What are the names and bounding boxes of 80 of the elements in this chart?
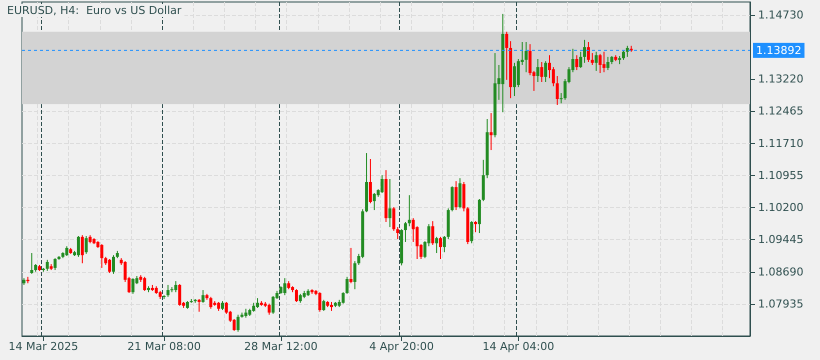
candlestick	[166, 284, 170, 298]
candlestick	[512, 62, 516, 97]
y-tick-label: 1.11710	[758, 136, 804, 150]
candlestick	[80, 234, 84, 264]
candlestick	[372, 192, 376, 211]
y-tick-label: 1.09445	[758, 233, 804, 246]
candlestick	[108, 258, 112, 274]
candlestick	[505, 31, 508, 80]
x-tick-label: 28 Mar 12:00	[244, 340, 318, 353]
candlestick	[209, 296, 212, 310]
candlestick	[349, 247, 352, 284]
candlestick	[602, 51, 606, 73]
candlestick	[586, 41, 590, 62]
candlestick	[268, 303, 271, 316]
candlestick	[528, 44, 532, 76]
y-tick-label: 1.10200	[758, 201, 804, 214]
candlestick	[256, 298, 260, 308]
candlestick	[560, 92, 563, 104]
candlestick	[626, 45, 629, 58]
candlestick	[65, 246, 68, 257]
candlestick	[112, 254, 115, 274]
candlestick	[575, 54, 578, 71]
candlestick	[470, 220, 474, 244]
candlestick	[606, 56, 610, 71]
candlestick	[516, 58, 520, 88]
candlestick	[380, 174, 384, 194]
candlestick	[556, 76, 559, 106]
candlestick	[594, 51, 598, 72]
ref-line-label: 1.13892	[756, 44, 802, 57]
candlestick	[579, 51, 582, 68]
candlestick	[46, 259, 49, 272]
x-tick-label: 4 Apr 20:00	[369, 340, 434, 353]
y-tick-label: 1.08690	[758, 265, 804, 278]
y-tick-label: 1.13220	[758, 72, 804, 86]
candlestick	[346, 276, 349, 294]
x-tick-label: 14 Mar 2025	[8, 340, 78, 353]
x-tick-label: 21 Mar 08:00	[127, 340, 201, 353]
y-tick-label: 1.10955	[758, 168, 804, 182]
candlestick	[131, 278, 134, 294]
candlestick	[458, 178, 462, 209]
x-tick-label: 14 Apr 04:00	[482, 340, 554, 353]
candlestick	[583, 39, 586, 64]
y-tick-label: 1.14730	[758, 8, 804, 22]
candlestick	[388, 178, 392, 228]
candlestick	[178, 284, 182, 306]
candlestick	[100, 244, 104, 268]
y-tick-label: 1.12465	[758, 104, 804, 118]
candlestick	[294, 288, 298, 302]
candlestick	[342, 292, 345, 304]
candlestick	[76, 236, 80, 258]
candlestick	[322, 299, 326, 312]
candlestick	[272, 296, 275, 314]
candlestick	[544, 60, 548, 82]
candlestick	[598, 53, 602, 74]
candlestick	[442, 236, 446, 253]
candlestick	[536, 58, 540, 82]
candlestick	[84, 236, 88, 254]
candlestick	[368, 158, 372, 204]
candlestick	[54, 258, 57, 271]
candlestick	[590, 52, 594, 66]
candlestick	[283, 278, 286, 296]
candlestick	[552, 66, 555, 87]
candlestick	[30, 252, 34, 274]
candlestick	[404, 221, 407, 242]
candlestick	[143, 276, 146, 292]
candlestick	[439, 236, 442, 260]
candlestick	[524, 41, 528, 73]
candlestick	[174, 280, 178, 293]
candlestick	[198, 298, 201, 312]
chart-title: EURUSD, H4: Euro vs US Dollar	[7, 4, 182, 17]
candlestick	[540, 61, 544, 82]
candlestick	[236, 314, 240, 332]
candlestick	[202, 290, 205, 304]
candlestick	[431, 220, 434, 246]
candlestick	[474, 220, 478, 233]
candlestick	[318, 292, 322, 312]
candlestick	[490, 112, 493, 151]
y-tick-label: 1.07935	[758, 297, 804, 310]
candlestick	[454, 180, 458, 211]
candlestick	[435, 236, 438, 254]
